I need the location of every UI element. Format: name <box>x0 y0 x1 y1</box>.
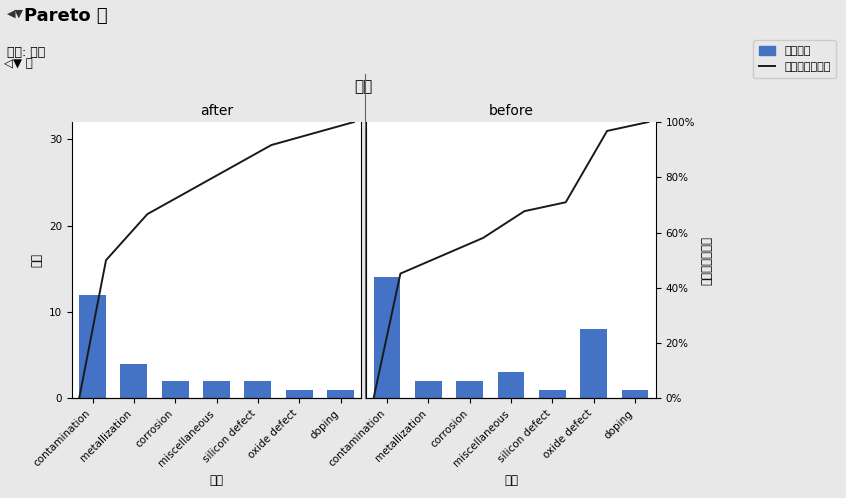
Text: ◁▼ 图: ◁▼ 图 <box>4 57 33 70</box>
Bar <box>327 390 354 398</box>
Bar <box>162 381 189 398</box>
Bar <box>415 381 442 398</box>
Text: Pareto 图: Pareto 图 <box>24 7 107 25</box>
Bar <box>244 381 272 398</box>
Bar <box>80 295 106 398</box>
Y-axis label: 累积百分比曲线: 累积百分比曲线 <box>700 236 713 285</box>
Text: ◀▼: ◀▼ <box>7 9 24 19</box>
X-axis label: 失败: 失败 <box>210 474 223 487</box>
Bar <box>203 381 230 398</box>
Bar <box>580 329 607 398</box>
Text: 频数: 数量: 频数: 数量 <box>7 46 45 59</box>
Text: before: before <box>488 104 534 118</box>
Bar <box>456 381 483 398</box>
Y-axis label: 数量: 数量 <box>30 253 43 267</box>
Legend: 全部原因, 累积百分比曲线: 全部原因, 累积百分比曲线 <box>753 40 836 78</box>
Bar <box>374 277 400 398</box>
Bar <box>120 364 147 398</box>
Text: after: after <box>200 104 233 118</box>
Bar <box>622 390 648 398</box>
Bar <box>286 390 313 398</box>
Text: 清洗: 清洗 <box>354 79 373 94</box>
X-axis label: 失败: 失败 <box>504 474 518 487</box>
Bar <box>497 373 525 398</box>
Bar <box>539 390 566 398</box>
